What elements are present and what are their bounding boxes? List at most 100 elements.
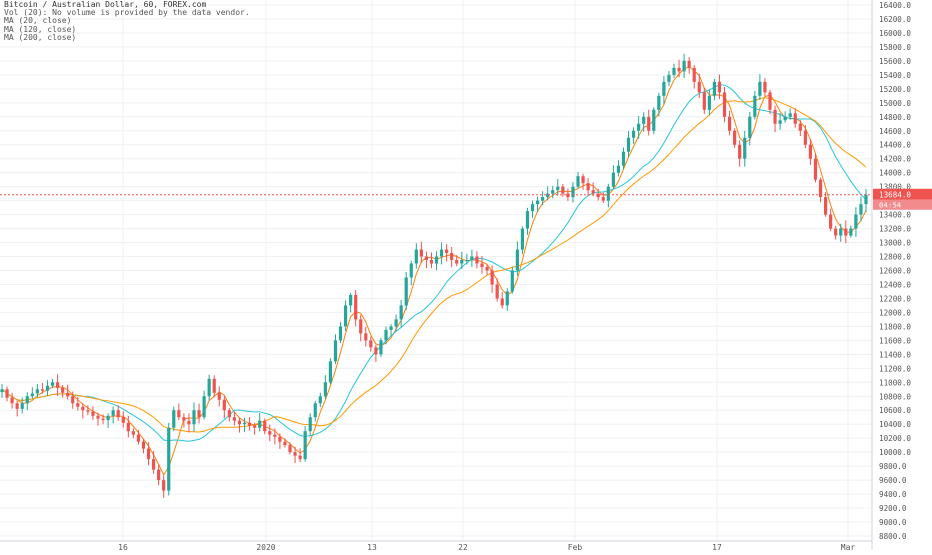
y-tick-label: 14600.0	[879, 127, 911, 136]
candle-body	[333, 340, 338, 362]
candle-body	[748, 116, 752, 138]
candle-body	[192, 410, 196, 425]
candle-body	[349, 294, 353, 306]
candle-body	[172, 410, 176, 428]
candle-body	[798, 123, 802, 131]
candle-body	[829, 214, 833, 229]
candle-body	[662, 81, 666, 96]
moving-averages	[1, 66, 867, 476]
legend-title: Bitcoin / Australian Dollar, 60, FOREX.c…	[4, 0, 207, 9]
candle-body	[551, 190, 555, 194]
candle-body	[647, 116, 651, 131]
candle-body	[480, 263, 484, 268]
candle-body	[773, 109, 777, 124]
candle-body	[485, 267, 489, 271]
y-tick-label: 13000.0	[879, 239, 911, 248]
candle-body	[510, 270, 514, 292]
candle-body	[712, 81, 717, 96]
candle-body	[394, 319, 398, 327]
y-tick-label: 9200.0	[879, 504, 907, 513]
candle-body	[793, 113, 797, 124]
x-tick-label: 2020	[256, 543, 275, 550]
y-tick-label: 11800.0	[879, 322, 911, 331]
candle-body	[768, 92, 772, 110]
candle-body	[581, 176, 585, 184]
grid	[0, 0, 872, 541]
candle-body	[419, 249, 423, 257]
candle-body	[212, 378, 216, 393]
candle-body	[10, 397, 14, 404]
candle-body	[424, 256, 429, 261]
y-tick-label: 12600.0	[879, 267, 911, 276]
candle-body	[222, 399, 226, 411]
candle-body	[571, 186, 575, 198]
candle-body	[445, 249, 449, 254]
candle-body	[167, 427, 171, 491]
candle-body	[611, 172, 615, 187]
candle-body	[525, 211, 530, 229]
candle-body	[439, 249, 444, 257]
candle-body	[586, 183, 590, 191]
candle-body	[379, 340, 383, 355]
candle-body	[818, 179, 823, 198]
last-price-tag	[873, 188, 932, 200]
y-tick-label: 9800.0	[879, 462, 907, 471]
candle-body	[217, 392, 221, 400]
candle-body	[738, 144, 742, 159]
candle-body	[237, 420, 242, 425]
candle-body	[323, 382, 327, 397]
legend-ma120: MA (120, close)	[4, 24, 77, 34]
candle-body	[606, 186, 610, 201]
candle-body	[495, 284, 499, 299]
candle-body	[30, 393, 34, 397]
y-tick-label: 15600.0	[879, 57, 911, 66]
x-tick-label: Feb	[568, 543, 583, 550]
candle-body	[76, 403, 80, 407]
candle-body	[71, 396, 75, 404]
candle-body	[778, 120, 782, 124]
candle-body	[20, 403, 24, 409]
candle-body	[566, 193, 570, 198]
x-tick-label: 22	[458, 543, 468, 550]
ma120-line	[1, 84, 867, 442]
y-tick-label: 14400.0	[879, 141, 911, 150]
candle-body	[399, 305, 403, 320]
candle-body	[763, 81, 767, 93]
candle-body	[308, 417, 312, 432]
y-tick-label: 10400.0	[879, 420, 911, 429]
candle-body	[813, 158, 818, 180]
candle-body	[5, 389, 9, 398]
candle-body	[207, 378, 211, 397]
candle-body	[91, 411, 95, 416]
candle-body	[273, 434, 277, 437]
candle-body	[15, 403, 19, 409]
ma20-line	[1, 66, 867, 476]
candle-body	[682, 60, 686, 72]
candle-body	[318, 396, 322, 404]
candle-body	[450, 253, 454, 261]
y-tick-label: 16200.0	[879, 15, 911, 24]
candle-body	[642, 116, 646, 124]
y-tick-label: 11400.0	[879, 350, 911, 359]
candle-body	[177, 410, 181, 418]
candle-body	[733, 130, 737, 145]
y-tick-label: 10000.0	[879, 448, 911, 457]
candle-body	[591, 190, 595, 194]
axes: 8800.0 9000.0 9200.0 9400.0 9600.0 9800.0 1000…	[0, 0, 911, 552]
candle-body	[823, 197, 828, 215]
candle-body	[359, 319, 363, 334]
y-tick-label: 12400.0	[879, 280, 911, 289]
candle-body	[556, 186, 560, 191]
candle-body	[672, 67, 676, 75]
candle-body	[0, 389, 4, 393]
candle-body	[141, 441, 146, 449]
candle-body	[288, 445, 292, 453]
candle-body	[247, 422, 252, 426]
candle-body	[465, 260, 469, 262]
chart-legend: Bitcoin / Australian Dollar, 60, FOREX.c…	[4, 0, 250, 42]
candle-body	[40, 389, 45, 391]
candle-body	[727, 116, 732, 131]
candle-body	[66, 392, 70, 397]
